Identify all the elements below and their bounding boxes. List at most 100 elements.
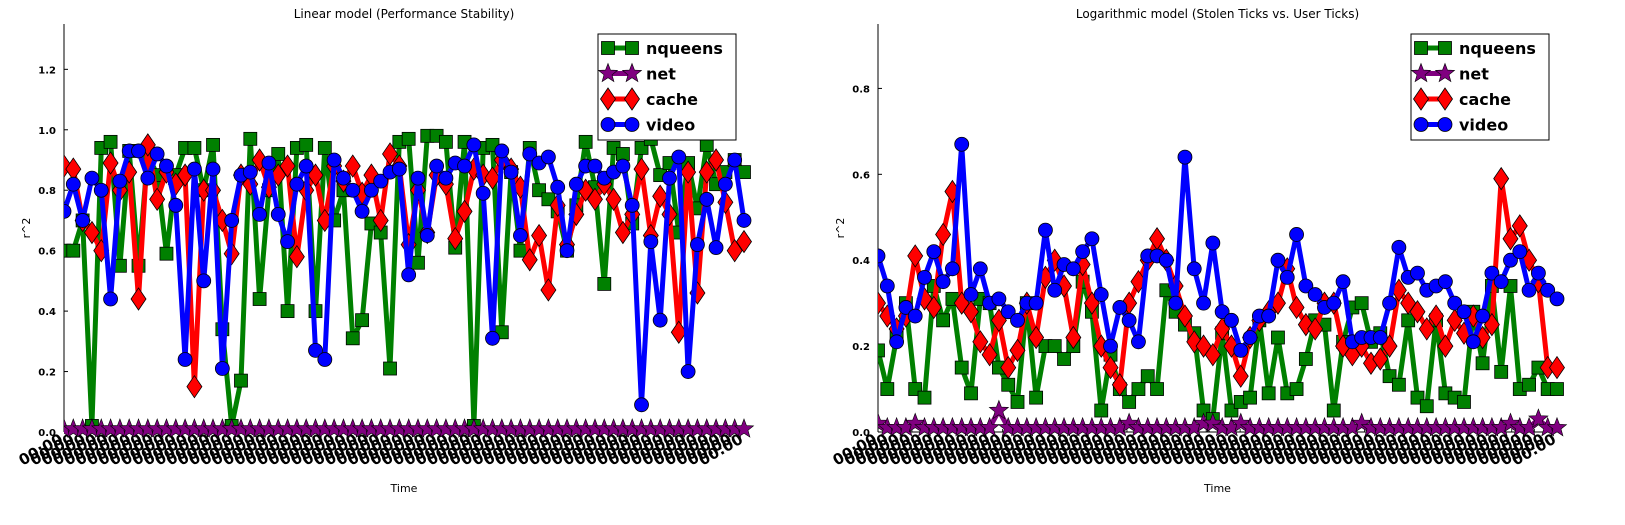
video-point-18 [224,213,240,228]
nqueens-point-5 [103,134,118,149]
video-point-19 [1047,282,1063,298]
video-point-14 [1000,304,1016,320]
video-point-68 [690,237,705,253]
net-point-39 [1230,412,1252,433]
legend-video-point-0 [600,117,616,132]
cache-point-45 [1288,295,1305,320]
legend-entry-net: net [1410,62,1489,84]
video-point-63 [643,234,659,250]
nqueens-line [878,279,1557,422]
video-point-23 [270,206,286,222]
y-tick-label: 0.4 [38,307,56,318]
video-point-44 [466,137,482,153]
video-point-11 [972,261,988,277]
nqueens-point-37 [401,131,416,146]
nqueens-point-20 [1057,352,1071,366]
nqueens-point-52 [1354,296,1369,311]
legend-label-cache: cache [646,90,698,109]
nqueens-point-26 [299,137,314,152]
video-point-47 [494,143,510,159]
legend-video-point-1 [1437,117,1453,132]
video-point-5 [103,291,118,307]
y-tick-label: 0.8 [852,84,870,95]
nqueens-point-24 [1094,403,1109,418]
nqueens-point-70 [1522,377,1536,392]
video-point-67 [1493,274,1509,290]
nqueens-point-28 [1131,382,1146,396]
video-point-13 [991,291,1007,307]
y-tick-label: 0.2 [38,368,56,379]
video-point-26 [1112,300,1128,315]
y-axis-label: r^2 [20,218,33,239]
video-point-30 [336,170,351,186]
net-point-71 [1528,408,1549,428]
cache-point-6 [925,295,942,320]
y-tick-label: 0.4 [852,256,870,267]
cache-point-47 [1307,317,1324,341]
series-video [64,137,752,413]
legend-entry-nqueens: nqueens [601,39,723,58]
cache-point-64 [652,184,669,208]
nqueens-point-21 [252,292,267,306]
legend-label-nqueens: nqueens [646,39,723,58]
y-tick-label: 0.6 [852,170,870,181]
nqueens-point-31 [345,331,360,346]
video-point-68 [1503,252,1518,268]
video-point-28 [1131,334,1146,350]
legend-cache-point-0 [600,87,616,111]
cache-point-25 [288,245,305,269]
video-point-60 [615,158,631,174]
nqueens-point-10 [964,386,978,401]
video-point-26 [298,158,314,174]
video-point-73 [736,213,752,228]
video-point-22 [1075,244,1091,260]
video-point-23 [1084,231,1100,247]
cache-point-73 [736,229,752,254]
video-point-25 [289,176,305,192]
legend-nqueens-point-0 [601,41,615,55]
video-point-66 [671,149,687,165]
video-point-73 [1549,291,1565,307]
cache-point-43 [456,199,473,224]
video-point-57 [587,158,603,174]
y-tick-label: 0.0 [38,428,56,439]
cache-point-62 [633,157,650,181]
nqueens-point-42 [1261,386,1276,401]
video-point-2 [889,334,905,350]
cache-point-42 [447,226,464,251]
nqueens-point-19 [1047,339,1062,354]
cache-point-53 [549,193,566,218]
video-point-33 [363,182,379,198]
cache-point-36 [1204,342,1221,367]
cache-point-52 [540,278,557,302]
legend-entry-cache: cache [600,87,698,111]
cache-point-11 [972,330,989,354]
video-point-40 [429,158,445,174]
video-point-0 [878,248,886,264]
video-point-15 [196,273,212,289]
cache-point-51 [531,223,548,248]
video-point-6 [926,244,942,260]
video-point-69 [699,191,715,207]
nqueens-point-38 [411,255,425,270]
cache-point-7 [935,222,952,247]
nqueens-point-49 [1326,403,1341,418]
video-point-55 [1382,295,1397,311]
video-point-61 [1437,274,1453,290]
nqueens-point-73 [1550,382,1564,396]
legend-net-point-0 [597,62,619,83]
nqueens-point-11 [159,246,174,261]
cache-point-3 [83,220,100,245]
nqueens-point-24 [280,304,295,319]
video-point-27 [1121,312,1137,328]
cache-point-46 [484,166,501,190]
video-point-66 [1484,265,1500,281]
cache-point-33 [1176,304,1193,328]
cache-point-67 [1493,166,1510,191]
legend-cache-point-1 [624,87,640,111]
video-point-46 [1298,278,1314,294]
y-tick-label: 0.8 [38,186,56,197]
video-point-47 [1307,287,1323,302]
